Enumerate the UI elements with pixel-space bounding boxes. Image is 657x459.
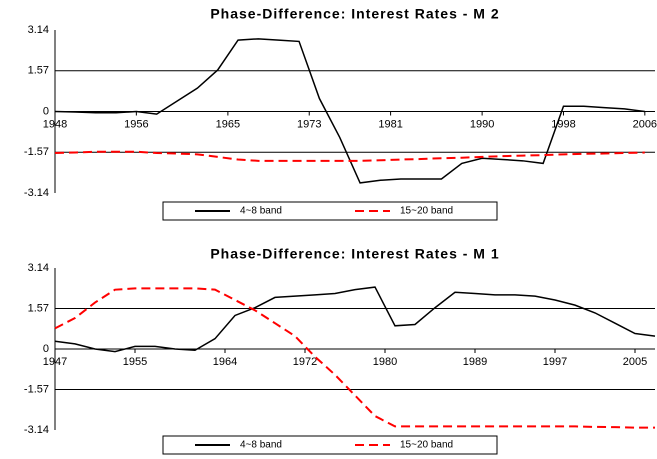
x-tick-label: 1990 <box>470 118 494 130</box>
x-tick-label: 1964 <box>213 356 237 368</box>
y-tick-label: 3.14 <box>28 262 49 274</box>
x-tick-label: 1948 <box>43 118 67 130</box>
y-tick-label: 1.57 <box>28 302 49 314</box>
series-line <box>54 150 645 162</box>
legend-label: 15~20 band <box>400 440 453 451</box>
x-tick-label: 1947 <box>43 356 67 368</box>
x-tick-label: 1981 <box>378 118 402 130</box>
x-tick-label: 2006 <box>633 118 657 130</box>
series-line <box>54 286 656 353</box>
x-tick-label: 1956 <box>124 118 148 130</box>
y-tick-label: 0 <box>43 105 49 117</box>
y-tick-label: -1.57 <box>24 146 49 158</box>
x-tick-label: 2005 <box>623 356 647 368</box>
y-tick-label: 0 <box>43 343 49 355</box>
x-tick-label: 1955 <box>123 356 147 368</box>
x-tick-label: 1965 <box>216 118 240 130</box>
legend-box <box>162 201 498 221</box>
y-tick-label: -1.57 <box>24 383 49 395</box>
x-tick-label: 1989 <box>463 356 487 368</box>
y-tick-label: 3.14 <box>28 24 49 36</box>
y-tick-label: -3.14 <box>24 424 49 436</box>
legend-label: 15~20 band <box>400 206 453 217</box>
x-tick-label: 1973 <box>297 118 321 130</box>
chart-title: Phase-Difference: Interest Rates - M 2 <box>210 6 499 22</box>
legend-box <box>162 435 498 455</box>
y-tick-label: 1.57 <box>28 65 49 77</box>
legend-label: 4~8 band <box>240 440 282 451</box>
x-tick-label: 1997 <box>543 356 567 368</box>
chart-title: Phase-Difference: Interest Rates - M 1 <box>210 246 499 262</box>
x-tick-label: 1972 <box>293 356 317 368</box>
x-tick-label: 1980 <box>373 356 397 368</box>
legend-label: 4~8 band <box>240 206 282 217</box>
y-tick-label: -3.14 <box>24 187 49 199</box>
